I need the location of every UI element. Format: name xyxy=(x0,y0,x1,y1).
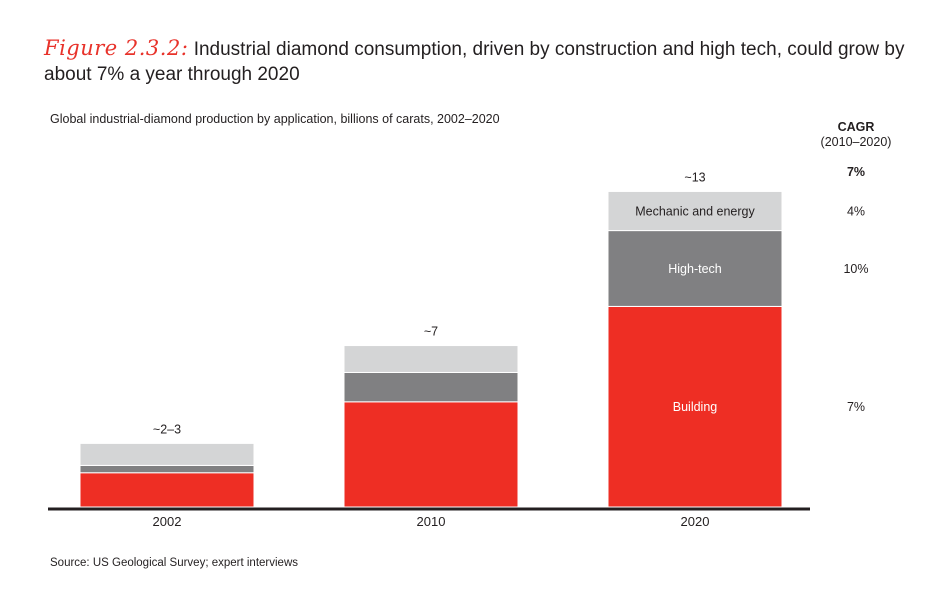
cagr-total: 7% xyxy=(847,165,865,179)
bar-building-2020 xyxy=(607,305,783,508)
segment-label-building: Building xyxy=(673,400,718,414)
bar-building-2010 xyxy=(343,401,519,508)
bar-mechanic-and-energy-2020 xyxy=(607,190,783,232)
segment-label-high-tech: High-tech xyxy=(668,262,722,276)
bar-high-tech-2010 xyxy=(343,371,519,403)
figure-title: Industrial diamond consumption, driven b… xyxy=(44,39,905,85)
cagr-period: (2010–2020) xyxy=(821,135,892,149)
bars-group xyxy=(79,190,783,508)
cagr-value-high-tech: 10% xyxy=(843,262,868,276)
bar-high-tech-2020 xyxy=(607,230,783,307)
cagr-header: CAGR xyxy=(838,120,875,134)
labels-group: ~2–3 ~7 Building High-tech Mechanic and ener… xyxy=(153,170,756,436)
cagr-value-building: 7% xyxy=(847,400,865,414)
cagr-value-mechanic-and-energy: 4% xyxy=(847,205,865,219)
figure-label: Figure 2.3.2: xyxy=(44,36,189,60)
x-tick-labels: 2002 2010 2020 xyxy=(153,514,710,529)
total-label-2010: ~7 xyxy=(424,325,438,339)
segment-label-mechanic-and-energy: Mechanic and energy xyxy=(635,205,755,219)
total-label-2002: ~2–3 xyxy=(153,422,181,436)
x-tick-label-2002: 2002 xyxy=(153,514,182,529)
chart-subtitle: Global industrial-diamond production by … xyxy=(50,112,500,126)
bar-high-tech-2002 xyxy=(79,464,255,474)
total-label-2020: ~13 xyxy=(684,170,705,184)
bar-mechanic-and-energy-2010 xyxy=(343,345,519,373)
chart-title-block: Figure 2.3.2: Industrial diamond consump… xyxy=(44,36,924,87)
cagr-column: CAGR(2010–2020) 7% 7% 10% 4% xyxy=(821,120,892,414)
x-tick-label-2020: 2020 xyxy=(681,514,710,529)
bar-mechanic-and-energy-2002 xyxy=(79,442,255,466)
x-tick-label-2010: 2010 xyxy=(417,514,446,529)
source-note: Source: US Geological Survey; expert int… xyxy=(50,557,298,569)
bar-building-2002 xyxy=(79,472,255,508)
